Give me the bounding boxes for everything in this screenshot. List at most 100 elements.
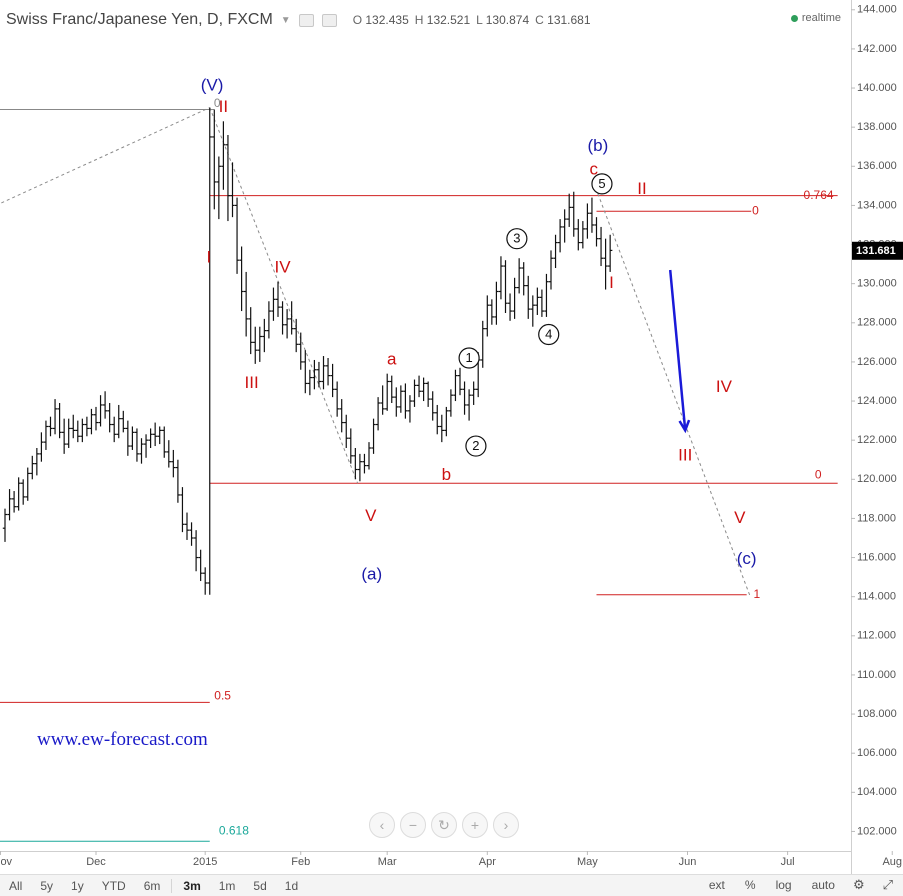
ohlc-bar <box>444 406 449 437</box>
wave-label: III <box>678 445 692 464</box>
wave-label: IV <box>275 258 292 277</box>
y-tick-label: 116.000 <box>857 551 896 563</box>
ohlc-bar <box>212 109 217 210</box>
ohlc-high: H 132.521 <box>414 13 471 27</box>
ohlc-readout: O 132.435 H 132.521 L 130.874 C 131.681 <box>353 13 591 27</box>
ohlc-bar <box>330 363 335 398</box>
timeframe-ytd[interactable]: YTD <box>101 878 126 893</box>
wave-label: I <box>609 273 614 292</box>
forecast-arrow-head <box>678 419 691 434</box>
ohlc-bar <box>344 414 349 448</box>
ohlc-bar <box>385 373 390 411</box>
log-toggle[interactable]: log <box>775 878 792 892</box>
ohlc-bar <box>193 530 199 572</box>
ohlc-bar <box>152 422 158 447</box>
ohlc-bar <box>34 447 40 476</box>
ohlc-bar <box>571 191 576 237</box>
circled-wave-label: 5 <box>591 173 613 195</box>
gear-icon[interactable]: ⚙ <box>852 877 865 892</box>
timeframe-5y[interactable]: 5y <box>40 878 54 893</box>
ohlc-bar <box>7 489 12 521</box>
ohlc-bar <box>366 442 372 470</box>
ohlc-bar <box>516 258 522 294</box>
settings-icon[interactable] <box>321 13 337 27</box>
ohlc-bar <box>294 318 299 353</box>
ohlc-bar <box>312 359 317 390</box>
ohlc-bar <box>84 416 90 437</box>
y-tick-label: 124.000 <box>857 395 897 407</box>
timeframe-6m[interactable]: 6m <box>143 878 161 893</box>
ohlc-bar <box>398 385 404 413</box>
ohlc-bar <box>203 567 208 595</box>
wave-label: b <box>442 465 451 484</box>
ohlc-bar <box>521 262 526 296</box>
wave-label: V <box>365 506 377 525</box>
x-tick-label: Jun <box>679 856 697 868</box>
ohlc-bar <box>207 107 212 595</box>
ohlc-bar <box>239 246 244 312</box>
wave-circle <box>591 173 613 195</box>
ohlc-bar <box>303 350 308 394</box>
ohlc-bar <box>289 301 294 335</box>
ohlc-bar <box>16 477 21 511</box>
timeframe-1d[interactable]: 1d <box>284 878 299 893</box>
y-tick-label: 112.000 <box>857 630 896 642</box>
ohlc-bar <box>2 508 8 542</box>
ohlc-bar <box>594 217 599 247</box>
timeframe-all[interactable]: All <box>9 878 23 893</box>
ohlc-bar <box>567 193 572 227</box>
ohlc-bar <box>166 440 171 468</box>
plus-icon[interactable]: + <box>462 812 488 838</box>
chevron-left-icon[interactable]: ‹ <box>369 812 395 838</box>
plot-area <box>0 0 851 874</box>
chevron-right-icon[interactable]: › <box>493 812 519 838</box>
timeframe-1m[interactable]: 1m <box>218 878 236 893</box>
y-tick-label: 104.000 <box>857 786 897 798</box>
auto-toggle[interactable]: auto <box>811 878 835 892</box>
ohlc-bar <box>576 219 581 251</box>
reset-icon[interactable]: ↻ <box>431 812 457 838</box>
timeframe-1y[interactable]: 1y <box>71 878 84 893</box>
ohlc-bar <box>162 426 167 458</box>
ohlc-bar <box>243 271 249 337</box>
visibility-icon[interactable] <box>298 13 314 27</box>
ohlc-bar <box>280 301 285 335</box>
ohlc-bar <box>43 420 49 450</box>
percent-toggle[interactable]: % <box>744 878 756 892</box>
chevron-down-icon[interactable]: ▼ <box>280 14 291 26</box>
ext-toggle[interactable]: ext <box>708 878 725 892</box>
wave-label: (V) <box>201 76 224 95</box>
ohlc-bar <box>539 289 545 317</box>
ohlc-bar <box>389 375 394 404</box>
ohlc-bar <box>143 434 149 458</box>
x-tick-label: Mar <box>378 856 397 868</box>
timeframe-5d[interactable]: 5d <box>253 878 267 893</box>
y-tick-label: 138.000 <box>857 121 897 133</box>
ohlc-bar <box>148 428 153 448</box>
ohlc-bar <box>11 491 17 513</box>
candles-layer <box>2 107 613 595</box>
wave-circle <box>506 228 528 250</box>
ohlc-bar <box>57 403 62 439</box>
expand-icon[interactable]: ⤢ <box>882 877 893 892</box>
wave-circle <box>465 435 487 457</box>
ohlc-bar <box>271 287 276 321</box>
ohlc-bar <box>557 219 563 253</box>
y-tick-label: 128.000 <box>857 317 897 329</box>
ohlc-bar <box>448 389 454 417</box>
ohlc-open: O 132.435 <box>352 13 409 27</box>
ohlc-bar <box>171 449 176 478</box>
timeframe-3m[interactable]: 3m <box>183 878 201 893</box>
price-axis: 102.000 104.000 106.000 108.000 110.000 112.0… <box>851 4 897 837</box>
last-price-tag-layer: 131.681 <box>852 241 903 260</box>
y-tick-label: 118.000 <box>857 512 896 524</box>
minus-icon[interactable]: − <box>400 812 426 838</box>
ohlc-bar <box>380 385 385 415</box>
ohlc-bar <box>562 209 567 243</box>
y-tick-label: 114.000 <box>857 591 896 603</box>
symbol-title[interactable]: Swiss Franc/Japanese Yen, D, FXCM <box>6 11 273 28</box>
ohlc-bar <box>80 418 85 443</box>
status-dot-icon <box>790 14 798 22</box>
ohlc-bar <box>112 416 117 443</box>
